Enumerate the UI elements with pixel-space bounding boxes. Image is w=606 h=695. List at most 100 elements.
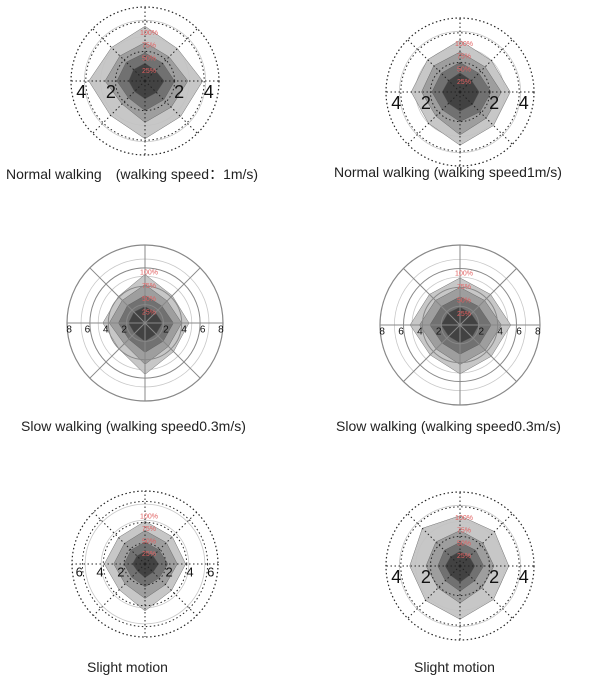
- axis-tick-label: 2: [165, 564, 172, 579]
- radar-grid-ring: [126, 304, 164, 342]
- percent-label: 50%: [142, 539, 156, 546]
- axis-tick-label: 4: [204, 82, 214, 102]
- axis-tick-label: 2: [421, 93, 431, 113]
- axis-tick-label: 6: [200, 325, 206, 336]
- axis-tick-label: 8: [535, 327, 541, 338]
- inner-guide-ring: [84, 503, 206, 625]
- axis-tick-label: 6: [398, 327, 404, 338]
- percent-label: 75%: [142, 283, 156, 290]
- percent-label: 25%: [142, 309, 156, 316]
- chart-caption: Slow walking (walking speed0.3m/s): [21, 418, 246, 434]
- percent-label: 100%: [455, 41, 473, 48]
- radar-chart-svg: 8 6 4 2 2 4 6 8 100% 75% 50% 25%: [379, 244, 541, 406]
- chart-caption: Slight motion: [414, 659, 495, 675]
- axis-tick-label: 2: [163, 325, 169, 336]
- percent-label: 100%: [140, 30, 158, 37]
- axis-tick-label: 6: [76, 564, 83, 579]
- radar-spoke: [144, 512, 197, 565]
- axis-tick-label: 4: [103, 325, 109, 336]
- radar-spoke: [403, 324, 461, 382]
- radar-grid-ring: [440, 305, 480, 345]
- axis-tick-label: 4: [186, 564, 193, 579]
- radar-panel-normal-walking-left: 4 2 2 4 100% 75% 50% 25%: [55, 5, 235, 160]
- percent-label: 25%: [457, 79, 471, 86]
- percent-label: 100%: [140, 514, 158, 521]
- radar-spoke: [407, 91, 461, 145]
- axis-tick-label: 2: [436, 327, 442, 338]
- axis-tick-label: 4: [96, 564, 103, 579]
- percent-label: 50%: [142, 55, 156, 62]
- radar-spoke: [93, 512, 146, 565]
- radar-grid-ring: [102, 521, 188, 607]
- radar-outer-ring: [385, 491, 535, 641]
- axis-tick-label: 2: [121, 325, 127, 336]
- radar-spoke: [459, 39, 513, 93]
- radar-outer-ring: [379, 244, 541, 406]
- percent-label: 100%: [140, 270, 158, 277]
- radar-spoke: [407, 565, 461, 619]
- percent-label: 75%: [142, 526, 156, 533]
- percent-label: 25%: [142, 68, 156, 75]
- radar-grid-ring: [429, 535, 491, 597]
- axis-tick-label: 2: [489, 93, 499, 113]
- radar-grid-ring: [400, 32, 520, 152]
- radar-panel-slight-motion-left: 6 4 2 2 4 6 100% 75% 50% 25%: [55, 480, 235, 640]
- axis-tick-label: 2: [174, 82, 184, 102]
- radar-grid-ring: [123, 542, 167, 586]
- radar-outer-ring: [70, 6, 220, 156]
- radar-spoke: [144, 322, 201, 379]
- axis-tick-label: 2: [489, 567, 499, 587]
- radar-outer-ring: [385, 17, 535, 167]
- radar-spoke: [403, 268, 461, 326]
- percent-label: 50%: [457, 298, 471, 305]
- percent-label: 25%: [457, 311, 471, 318]
- percent-label: 75%: [457, 54, 471, 61]
- axis-tick-label: 6: [516, 327, 522, 338]
- radar-spoke: [144, 80, 198, 134]
- radar-chart-svg: 8 6 4 2 2 4 6 8 100% 75% 50% 25%: [66, 244, 224, 402]
- axis-tick-label: 6: [85, 325, 91, 336]
- radar-spoke: [89, 267, 146, 324]
- radar-spoke: [459, 91, 513, 145]
- radar-spoke: [89, 322, 146, 379]
- radar-spoke: [144, 267, 201, 324]
- percent-label: 50%: [457, 540, 471, 547]
- percent-label: 50%: [142, 296, 156, 303]
- percent-label: 100%: [455, 515, 473, 522]
- axis-tick-label: 4: [76, 82, 86, 102]
- axis-tick-label: 4: [181, 325, 187, 336]
- radar-grid-ring: [400, 506, 520, 626]
- radar-panel-normal-walking-right: 4 2 2 4 100% 75% 50% 25%: [365, 5, 545, 167]
- radar-outer-ring: [66, 244, 224, 402]
- axis-tick-label: 8: [379, 327, 385, 338]
- chart-caption: Normal walking (walking speed：1m/s): [6, 166, 259, 182]
- percent-label: 50%: [457, 66, 471, 73]
- axis-tick-label: 4: [391, 567, 401, 587]
- axis-tick-label: 2: [421, 567, 431, 587]
- chart-caption: Slow walking (walking speed0.3m/s): [336, 418, 561, 434]
- axis-tick-label: 8: [66, 325, 72, 336]
- radar-spoke: [459, 268, 517, 326]
- radar-grid-ring: [85, 21, 205, 141]
- percent-label: 25%: [142, 551, 156, 558]
- percent-label: 75%: [142, 43, 156, 50]
- chart-caption: Normal walking (walking speed1m/s): [334, 164, 562, 180]
- radar-grid-ring: [81, 500, 209, 628]
- axis-tick-label: 4: [391, 93, 401, 113]
- radar-spoke: [144, 28, 198, 82]
- radar-panel-slight-motion-right: 4 2 2 4 100% 75% 50% 25%: [365, 480, 545, 641]
- radar-grid-ring: [89, 267, 201, 379]
- radar-spoke: [459, 565, 513, 619]
- radar-spoke: [407, 39, 461, 93]
- axis-tick-label: 4: [519, 93, 529, 113]
- radar-spoke: [92, 80, 146, 134]
- axis-tick-label: 4: [519, 567, 529, 587]
- axis-tick-label: 4: [497, 327, 503, 338]
- radar-panel-slow-walking-left: 8 6 4 2 2 4 6 8 100% 75% 50% 25%: [55, 230, 235, 402]
- radar-spoke: [92, 28, 146, 82]
- radar-spoke: [144, 563, 197, 616]
- radar-grid-ring: [403, 268, 517, 382]
